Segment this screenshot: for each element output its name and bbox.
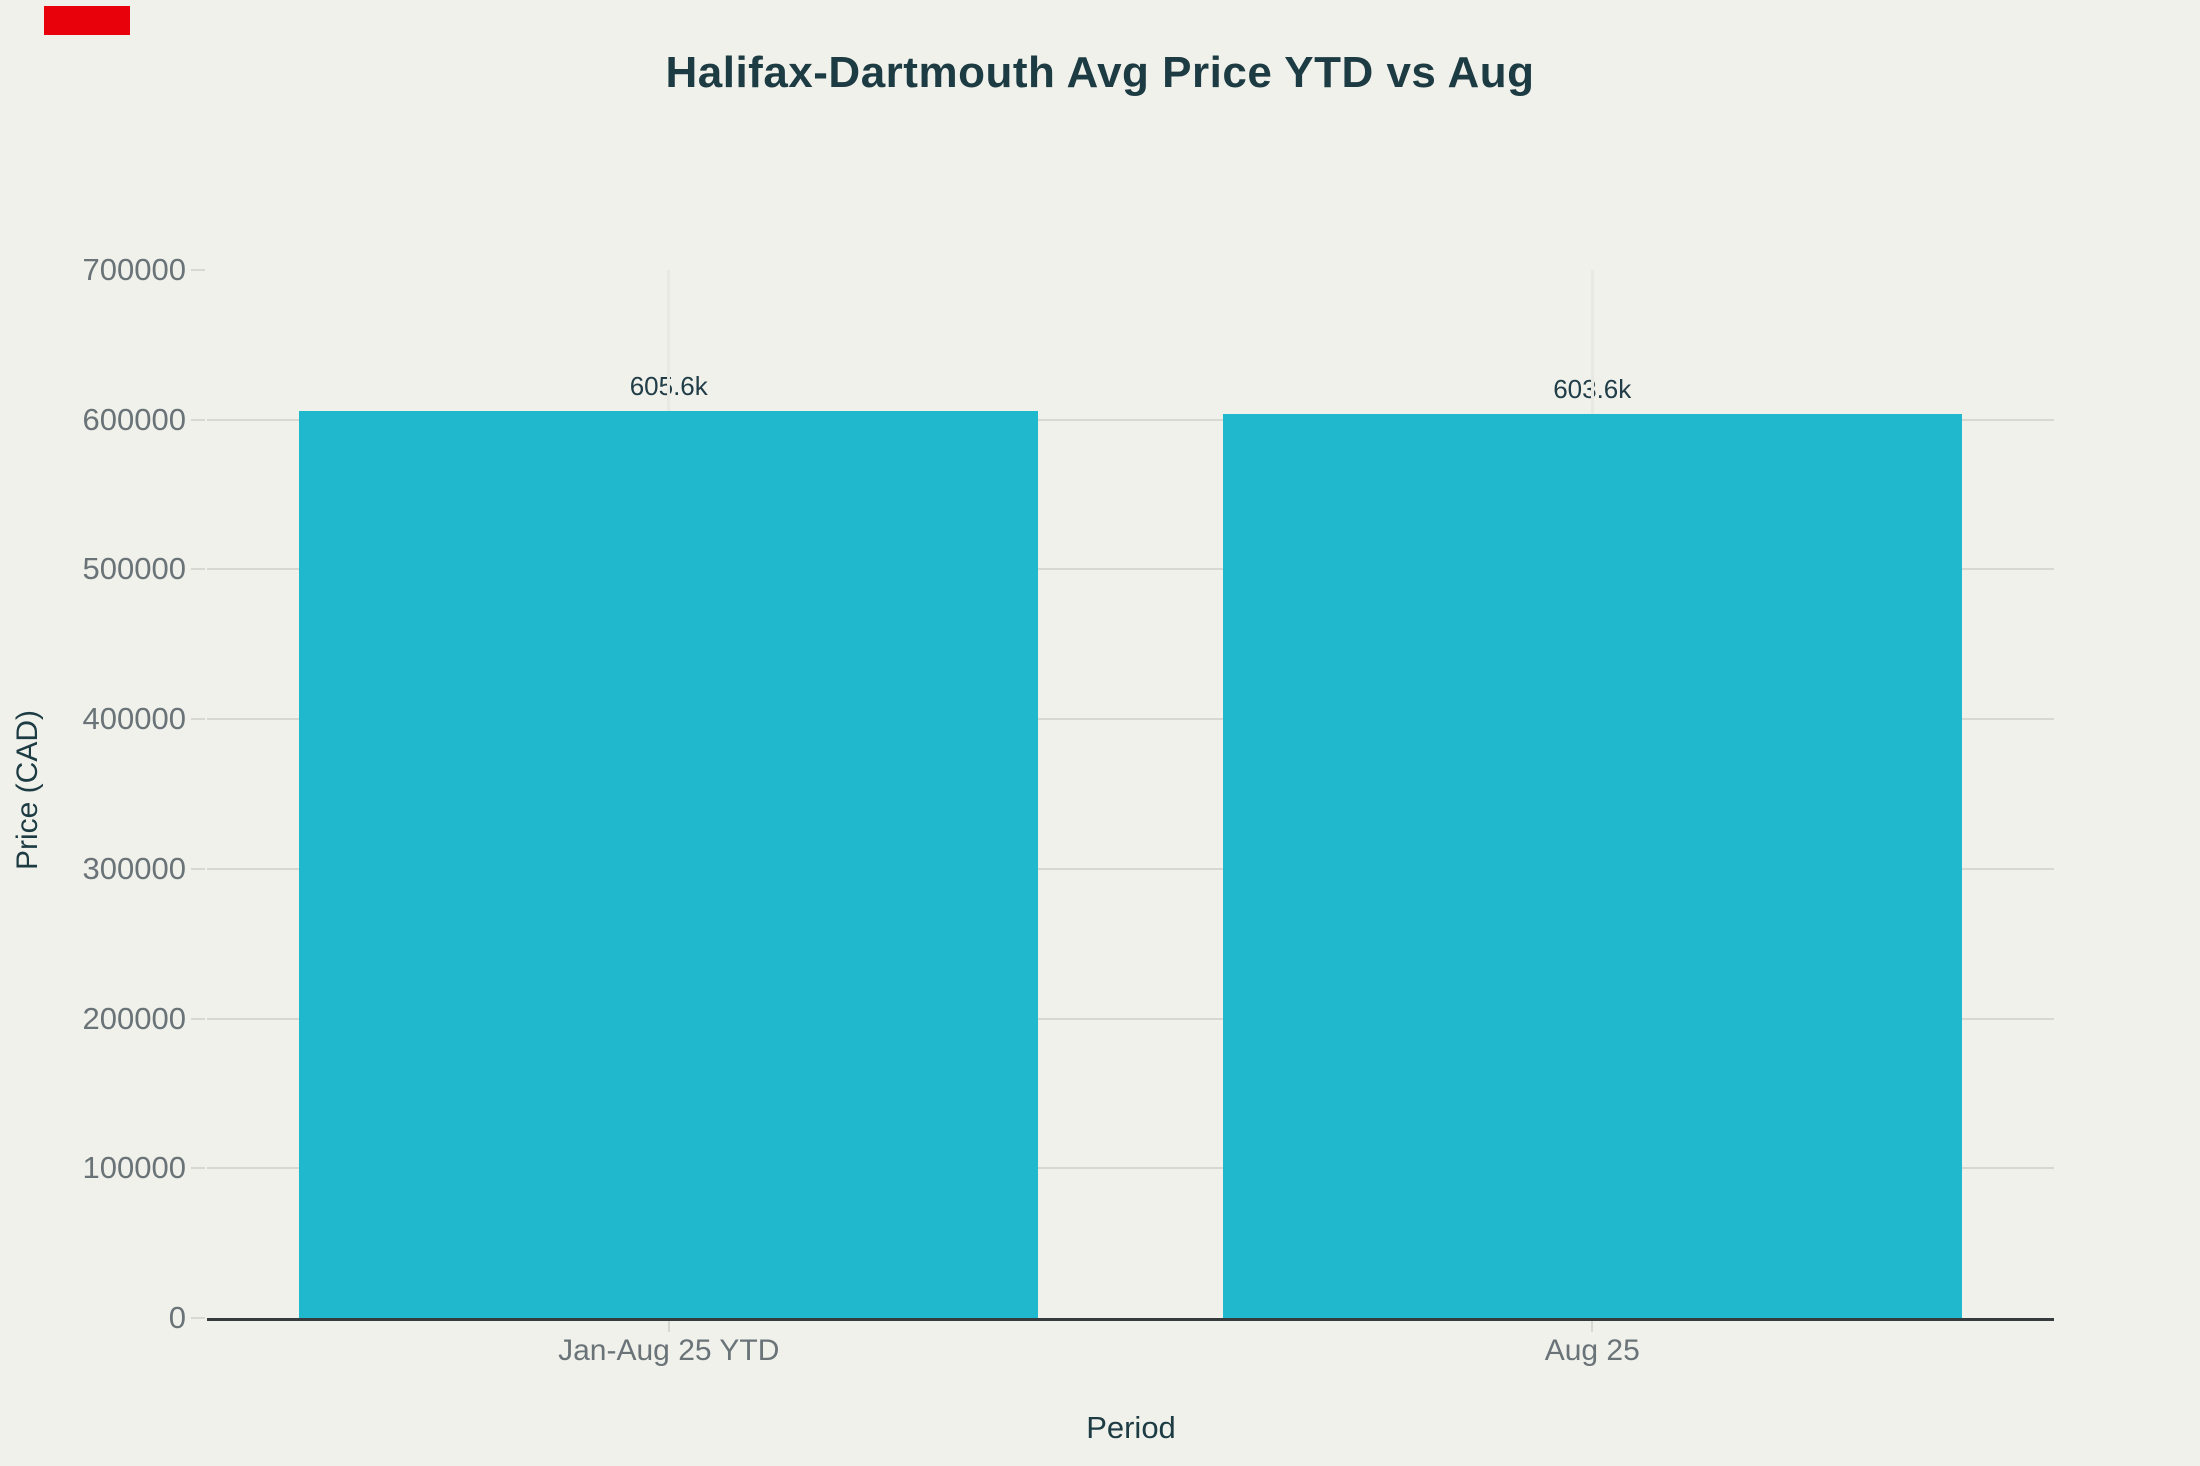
x-tick-label: Jan-Aug 25 YTD <box>558 1334 780 1367</box>
y-tick-label: 700000 <box>82 252 186 287</box>
plot-area <box>207 270 2054 1321</box>
y-tick-mark <box>191 418 205 421</box>
y-tick-mark <box>191 718 205 721</box>
y-gridline <box>207 718 2054 721</box>
corner-marker <box>44 6 130 35</box>
chart-title: Halifax-Dartmouth Avg Price YTD vs Aug <box>665 48 1535 97</box>
y-gridline <box>207 867 2054 870</box>
bar[interactable] <box>299 411 1039 1318</box>
y-tick-label: 0 <box>168 1300 186 1335</box>
y-gridline <box>207 418 2054 421</box>
y-tick-label: 200000 <box>82 1000 186 1036</box>
y-tick-mark <box>191 1017 205 1020</box>
y-tick-label: 600000 <box>82 401 186 437</box>
x-tick-label: Aug 25 <box>1544 1334 1640 1367</box>
y-gridline <box>207 1017 2054 1020</box>
y-gridline <box>207 568 2054 571</box>
x-tick-mark <box>667 1321 670 1332</box>
y-tick-mark <box>191 1317 205 1319</box>
y-tick-label: 400000 <box>82 701 186 737</box>
y-tick-label: 300000 <box>82 850 186 886</box>
y-tick-mark <box>191 867 205 870</box>
y-tick-mark <box>191 269 205 271</box>
bar[interactable] <box>1222 414 1962 1318</box>
y-tick-mark <box>191 568 205 571</box>
y-gridline <box>207 1167 2054 1170</box>
x-axis-title: Period <box>1086 1410 1176 1445</box>
y-tick-label: 100000 <box>82 1150 186 1186</box>
y-tick-label: 500000 <box>82 551 186 587</box>
y-tick-mark <box>191 1167 205 1170</box>
x-tick-mark <box>1591 1321 1594 1332</box>
